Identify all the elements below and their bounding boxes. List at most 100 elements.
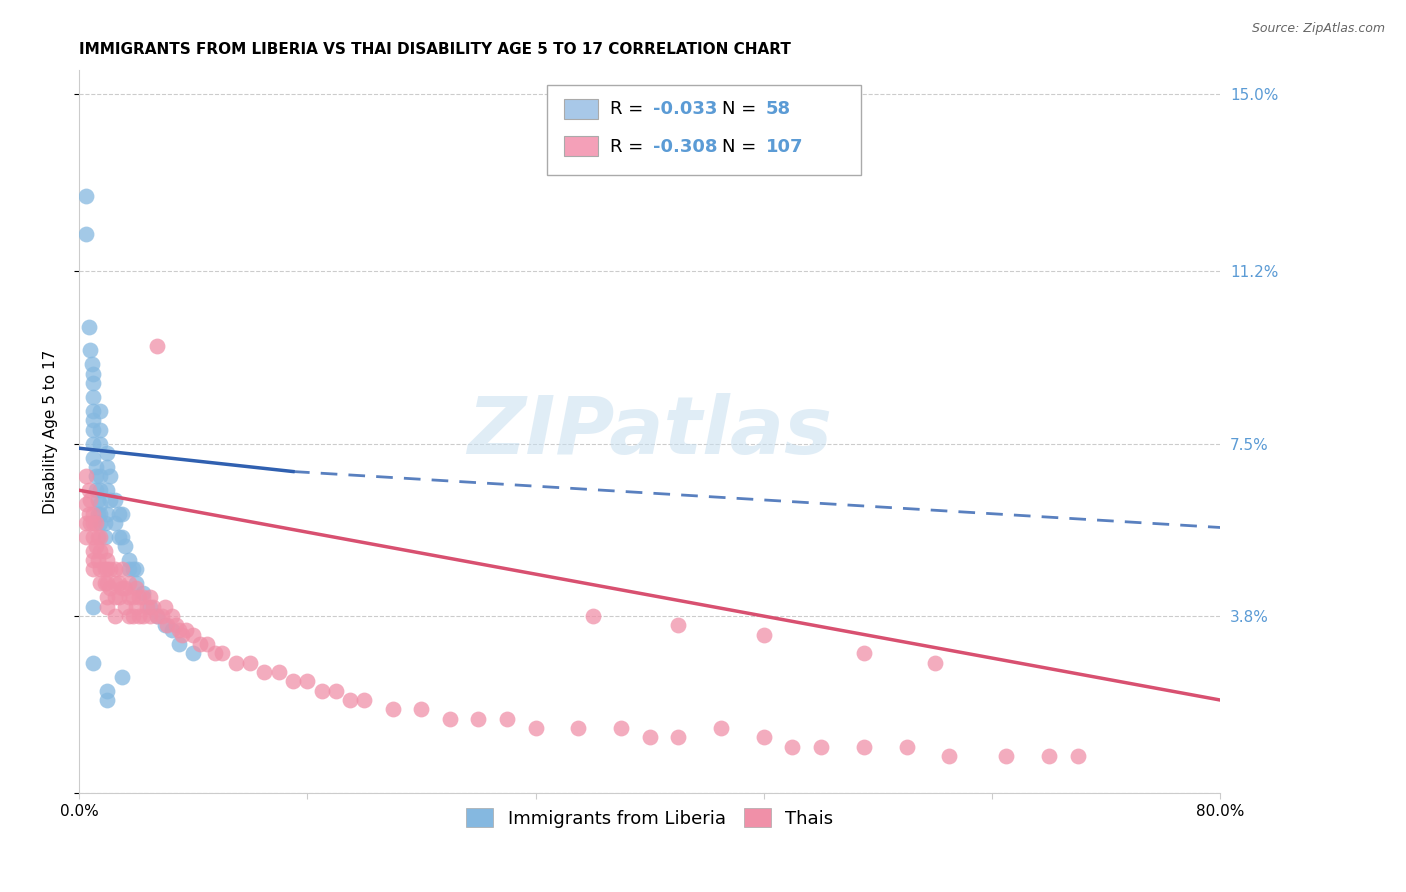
Point: [146, 338, 169, 352]
Point: [82, 530, 104, 544]
Point: [118, 562, 141, 576]
Point: [118, 609, 141, 624]
Point: [710, 721, 733, 735]
Point: [93, 530, 115, 544]
Point: [82, 413, 104, 427]
Point: [86, 507, 108, 521]
Point: [153, 618, 176, 632]
Point: [84, 539, 107, 553]
Point: [104, 562, 127, 576]
Point: [132, 586, 155, 600]
Point: [82, 390, 104, 404]
Point: [160, 623, 183, 637]
Point: [104, 576, 127, 591]
Point: [118, 591, 141, 605]
Point: [80, 357, 103, 371]
Point: [89, 483, 111, 498]
Point: [79, 343, 101, 358]
Point: [82, 553, 104, 567]
Point: [581, 609, 603, 624]
Point: [411, 702, 433, 716]
Point: [93, 562, 115, 576]
Point: [96, 446, 118, 460]
FancyBboxPatch shape: [564, 99, 599, 119]
Point: [114, 581, 136, 595]
Point: [82, 544, 104, 558]
Point: [924, 656, 946, 670]
Point: [181, 628, 204, 642]
Point: [666, 618, 689, 632]
Point: [75, 516, 97, 530]
Point: [84, 516, 107, 530]
Point: [89, 530, 111, 544]
Point: [752, 628, 775, 642]
Point: [75, 530, 97, 544]
Point: [89, 436, 111, 450]
Point: [136, 599, 159, 614]
Point: [128, 591, 150, 605]
Text: R =: R =: [610, 138, 648, 156]
Point: [339, 693, 361, 707]
Point: [89, 544, 111, 558]
Point: [128, 609, 150, 624]
Point: [82, 450, 104, 465]
Point: [111, 562, 134, 576]
Point: [104, 591, 127, 605]
Point: [496, 712, 519, 726]
Point: [89, 507, 111, 521]
Point: [96, 562, 118, 576]
Point: [132, 609, 155, 624]
Point: [108, 591, 131, 605]
Text: Source: ZipAtlas.com: Source: ZipAtlas.com: [1251, 22, 1385, 36]
Point: [114, 599, 136, 614]
Point: [89, 423, 111, 437]
Point: [104, 516, 127, 530]
Text: R =: R =: [610, 101, 648, 119]
Point: [167, 623, 190, 637]
Point: [89, 576, 111, 591]
Point: [139, 591, 162, 605]
Point: [77, 320, 100, 334]
Point: [995, 749, 1018, 764]
Text: N =: N =: [721, 138, 762, 156]
Point: [96, 576, 118, 591]
Point: [89, 497, 111, 511]
Point: [666, 731, 689, 745]
Point: [225, 656, 247, 670]
Point: [108, 530, 131, 544]
Point: [204, 647, 226, 661]
Point: [98, 562, 121, 576]
Point: [89, 404, 111, 418]
Point: [89, 562, 111, 576]
Point: [96, 591, 118, 605]
Point: [111, 670, 134, 684]
Point: [84, 469, 107, 483]
Point: [1038, 749, 1060, 764]
Point: [93, 544, 115, 558]
Point: [75, 189, 97, 203]
Point: [79, 492, 101, 507]
Point: [79, 516, 101, 530]
Point: [86, 530, 108, 544]
Point: [96, 599, 118, 614]
Point: [75, 497, 97, 511]
Point: [125, 562, 148, 576]
Point: [146, 609, 169, 624]
Point: [118, 553, 141, 567]
Point: [156, 618, 179, 632]
Point: [82, 562, 104, 576]
Point: [439, 712, 461, 726]
Point: [150, 609, 173, 624]
Point: [267, 665, 290, 679]
Point: [281, 674, 304, 689]
Point: [125, 576, 148, 591]
Legend: Immigrants from Liberia, Thais: Immigrants from Liberia, Thais: [458, 801, 841, 835]
Point: [638, 731, 661, 745]
Point: [467, 712, 489, 726]
Point: [108, 576, 131, 591]
Point: [84, 459, 107, 474]
Point: [139, 609, 162, 624]
Point: [89, 469, 111, 483]
Point: [311, 683, 333, 698]
Point: [82, 516, 104, 530]
